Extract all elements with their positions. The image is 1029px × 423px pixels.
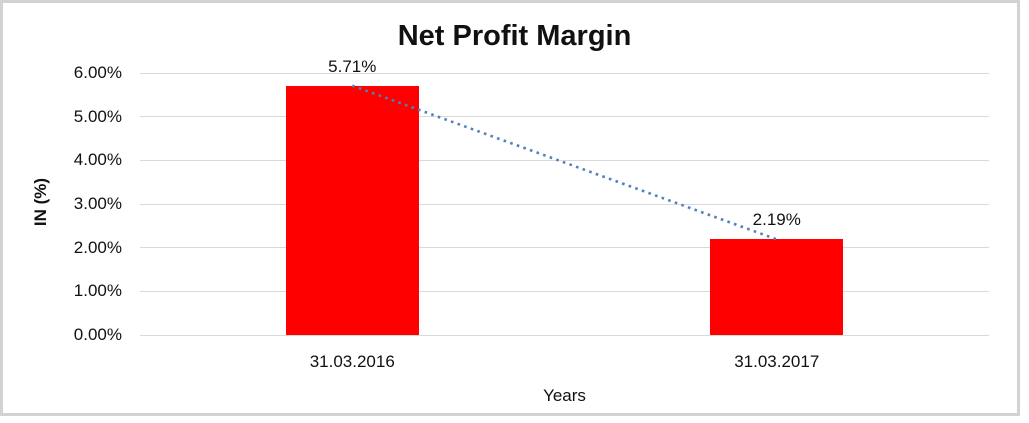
y-axis-tick-label: 1.00% [73,281,122,301]
gridline [140,290,989,292]
chart-frame [0,0,1020,416]
gridline [140,334,989,336]
gridline [140,72,989,74]
gridline [140,203,989,205]
y-axis-tick-label: 0.00% [73,325,122,344]
x-axis-title: Years [543,386,586,405]
bar-data-label: 2.19% [752,210,801,230]
bar-31.03.2017 [710,239,844,335]
x-axis-tick-label: 31.03.2016 [309,352,395,371]
bar-data-label: 5.71% [328,56,377,76]
y-axis-tick-label: 3.00% [73,194,122,213]
y-axis-tick-label: 6.00% [73,63,122,82]
gridline [140,247,989,249]
y-axis-tick-label: 2.00% [73,237,122,257]
y-axis-tick-label: 5.00% [73,106,122,126]
gridline [140,159,989,161]
gridline [140,116,989,118]
chart-title: Net Profit Margin [397,20,632,52]
y-axis-tick-label: 4.00% [73,150,122,170]
x-axis-tick-label: 31.03.2017 [734,352,820,371]
bar-31.03.2016 [285,85,419,335]
